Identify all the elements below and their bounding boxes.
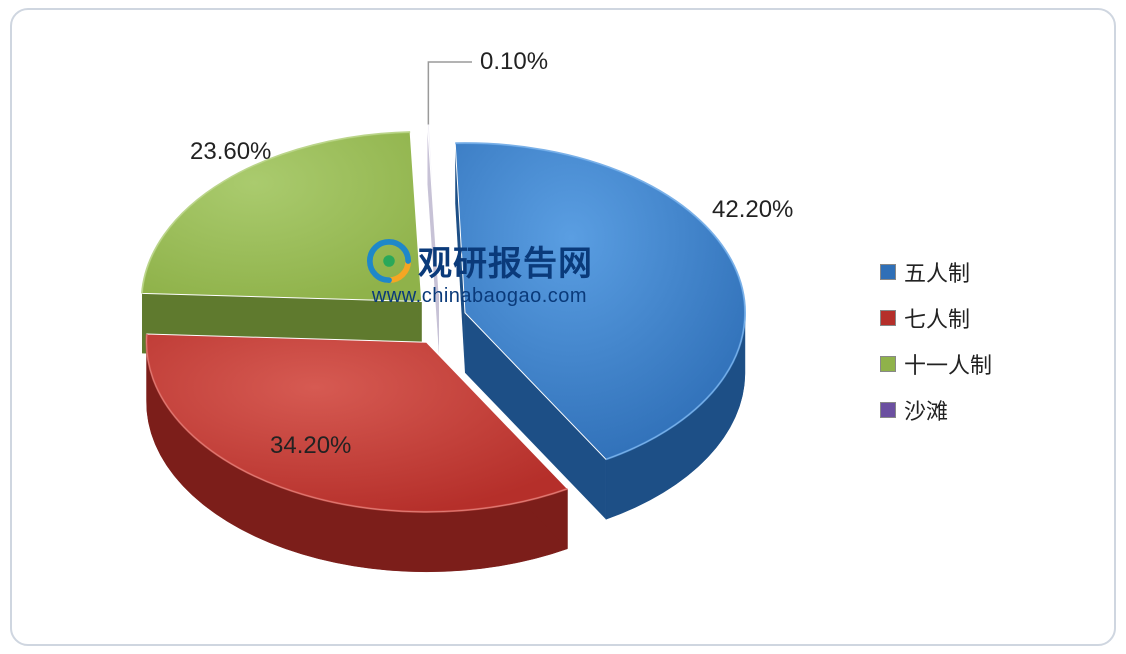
legend-label: 十一人制	[904, 348, 992, 380]
legend-label: 五人制	[904, 256, 970, 288]
legend-swatch-icon	[880, 310, 896, 326]
legend-swatch-icon	[880, 356, 896, 372]
legend-swatch-icon	[880, 402, 896, 418]
legend-swatch-icon	[880, 264, 896, 280]
data-label-seven: 34.20%	[270, 432, 351, 460]
data-label-eleven: 23.60%	[190, 138, 271, 166]
pie-slice-eleven	[142, 132, 422, 301]
legend-item-2: 十一人制	[880, 348, 992, 380]
legend-item-1: 七人制	[880, 302, 992, 334]
legend: 五人制七人制十一人制沙滩	[880, 256, 992, 440]
legend-label: 七人制	[904, 302, 970, 334]
legend-label: 沙滩	[904, 394, 948, 426]
data-label-beach: 0.10%	[480, 48, 548, 76]
legend-item-3: 沙滩	[880, 394, 992, 426]
legend-item-0: 五人制	[880, 256, 992, 288]
data-label-five: 42.20%	[712, 196, 793, 224]
